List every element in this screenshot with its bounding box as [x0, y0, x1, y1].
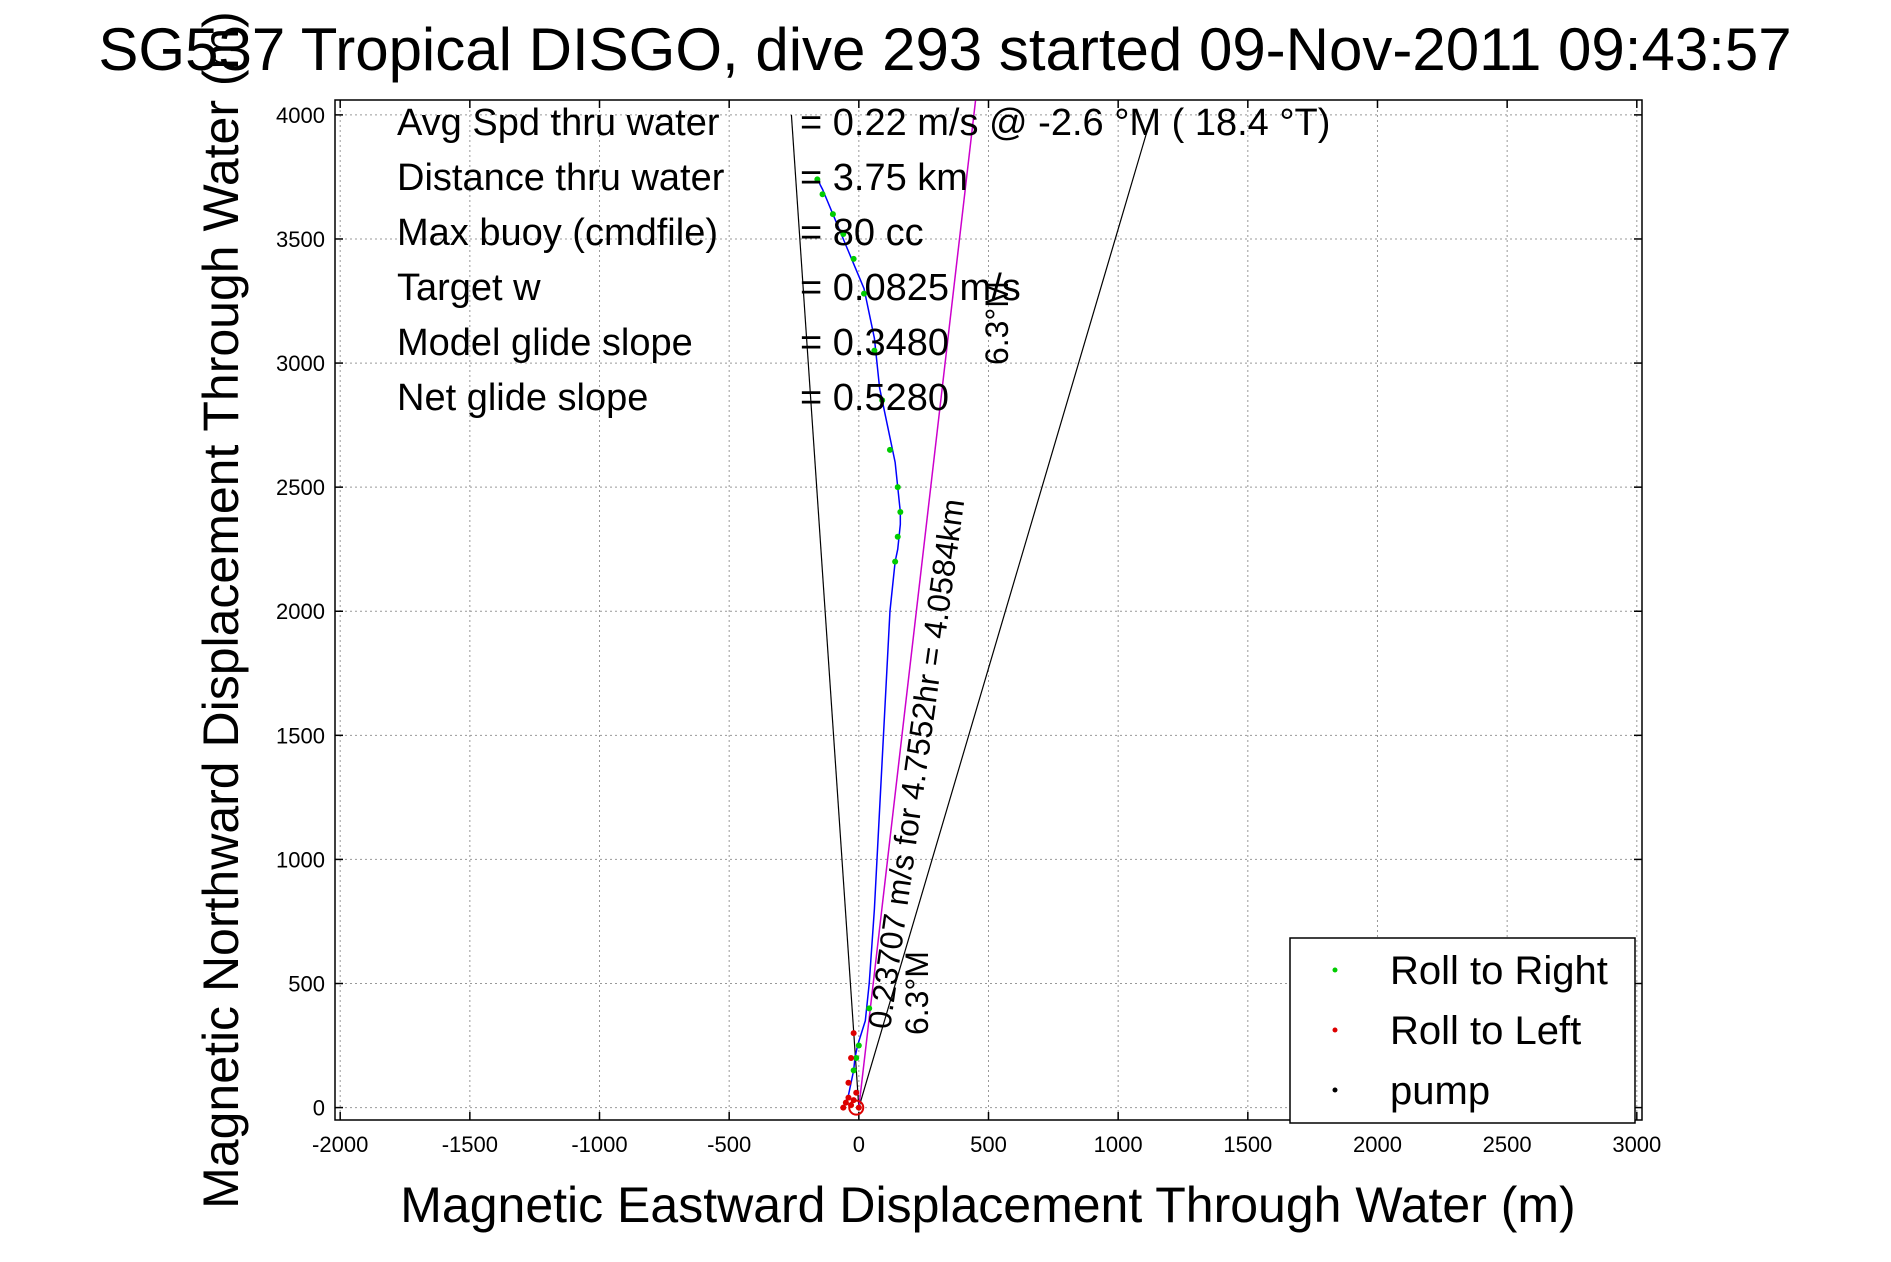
legend-label: Roll to Right	[1390, 949, 1608, 993]
stats-label: Avg Spd thru water	[397, 102, 720, 144]
stats-value: = 0.3480	[800, 322, 949, 364]
x-tick-label: 1000	[1094, 1132, 1143, 1157]
roll-right-point	[866, 1005, 873, 1012]
heading-cone-right-line	[858, 114, 1153, 1108]
track-line	[816, 176, 902, 1108]
stats-value: = 3.75 km	[800, 157, 968, 199]
x-tick-label: 0	[853, 1132, 865, 1157]
x-tick-label: 2500	[1483, 1132, 1532, 1157]
roll-right-point	[894, 533, 901, 540]
y-axis-label: Magnetic Northward Displacement Through …	[193, 11, 249, 1209]
roll-left-point	[848, 1054, 855, 1061]
net-vector-line	[858, 100, 977, 1108]
stats-label: Model glide slope	[397, 322, 693, 364]
roll-right-point	[814, 176, 821, 183]
y-tick-label: 2000	[276, 599, 325, 624]
roll-right-point	[871, 347, 878, 354]
roll-left-point	[853, 1089, 860, 1096]
roll-right-point	[819, 191, 826, 198]
heading-label-bottom: 6.3°M	[899, 951, 935, 1035]
y-tick-label: 1000	[276, 847, 325, 872]
legend-marker	[1332, 1027, 1338, 1033]
stats-label: Target w	[397, 267, 541, 309]
stats-block: Avg Spd thru water = 0.22 m/s @ -2.6 °M (…	[397, 102, 1330, 419]
x-tick-label: 1500	[1223, 1132, 1272, 1157]
roll-right-point	[897, 508, 904, 515]
x-tick-label: -1000	[571, 1132, 627, 1157]
x-tick-label: 3000	[1612, 1132, 1661, 1157]
stats-value: = 0.22 m/s @ -2.6 °M ( 18.4 °T)	[800, 102, 1330, 144]
stats-value: = 0.0825 m/s	[800, 267, 1021, 309]
legend-marker	[1332, 1087, 1338, 1093]
y-tick-label: 3000	[276, 351, 325, 376]
x-axis-label: Magnetic Eastward Displacement Through W…	[400, 1177, 1575, 1233]
roll-right-point	[853, 1054, 860, 1061]
x-tick-label: -1500	[442, 1132, 498, 1157]
roll-right-point	[850, 1067, 857, 1074]
roll-right-point	[829, 211, 836, 218]
legend-label: pump	[1390, 1069, 1490, 1113]
net-vector-label: 0.23707 m/s for 4.7552hr = 4.0584km	[861, 497, 971, 1031]
roll-right-point	[892, 558, 899, 565]
stats-value: = 80 cc	[800, 212, 924, 254]
x-tick-label: 2000	[1353, 1132, 1402, 1157]
y-axis-ticks: 0 500 1000 1500 2000 2500 3000 3500 4000	[276, 103, 1642, 1121]
roll-left-point	[845, 1094, 852, 1101]
x-tick-label: -500	[707, 1132, 751, 1157]
y-tick-label: 4000	[276, 103, 325, 128]
y-tick-label: 500	[288, 972, 325, 997]
y-tick-label: 0	[313, 1096, 325, 1121]
x-tick-label: -2000	[312, 1132, 368, 1157]
roll-left-point	[850, 1030, 857, 1037]
roll-right-point	[855, 1042, 862, 1049]
legend: Roll to Right Roll to Left pump	[1289, 937, 1636, 1124]
legend-marker	[1332, 967, 1338, 973]
stats-label: Distance thru water	[397, 157, 725, 199]
stats-label: Net glide slope	[397, 377, 648, 419]
roll-left-point	[840, 1104, 847, 1111]
chart-lines	[790, 100, 1153, 1108]
roll-left-point	[855, 1104, 862, 1111]
x-axis-ticks: -2000 -1500 -1000 -500 0 500 1000 1500 2000 2500 3…	[312, 100, 1661, 1157]
roll-left-point	[845, 1079, 852, 1086]
origin-marker	[848, 1099, 865, 1116]
y-tick-label: 1500	[276, 723, 325, 748]
legend-label: Roll to Left	[1390, 1009, 1581, 1053]
chart-series	[814, 176, 904, 1116]
stats-value: = 0.5280	[800, 377, 949, 419]
roll-left-point	[842, 1099, 849, 1106]
roll-right-point	[894, 484, 901, 491]
heading-cone-left-line	[790, 114, 860, 1108]
chart-title: SG537 Tropical DISGO, dive 293 started 0…	[98, 16, 1791, 83]
heading-label-top: 6.3°M	[979, 281, 1015, 365]
roll-right-point	[879, 397, 886, 404]
y-tick-label: 2500	[276, 475, 325, 500]
roll-right-point	[886, 446, 893, 453]
y-tick-label: 3500	[276, 227, 325, 252]
roll-right-point	[850, 255, 857, 262]
stats-label: Max buoy (cmdfile)	[397, 212, 718, 254]
x-tick-label: 500	[970, 1132, 1007, 1157]
roll-right-point	[840, 231, 847, 238]
roll-right-point	[861, 290, 868, 297]
legend-box	[1289, 937, 1636, 1124]
